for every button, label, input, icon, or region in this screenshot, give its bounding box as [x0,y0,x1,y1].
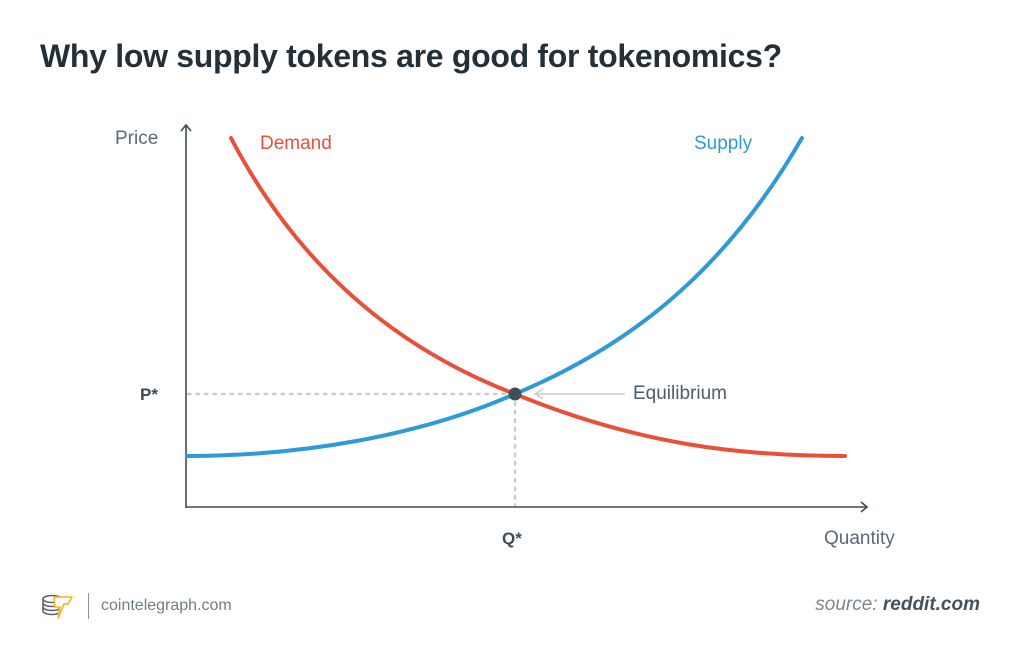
x-axis-label: Quantity [824,528,895,549]
cointelegraph-coins-bolt-icon [42,594,73,619]
y-axis-label: Price [115,128,159,149]
y-axis-arrow-icon [180,123,192,132]
x-axis-arrow-icon [860,501,869,513]
p-star-label: P* [140,385,158,404]
footer-site-name: cointelegraph.com [101,597,232,614]
equilibrium-label: Equilibrium [633,383,727,404]
source-credit: source: reddit.com [815,594,980,616]
y-axis [180,123,192,508]
q-star-label: Q* [502,529,522,548]
source-prefix: source: [815,594,878,615]
x-axis [186,501,869,513]
chart-title: Why low supply tokens are good for token… [40,38,782,74]
footer-brand: cointelegraph.com [40,592,232,620]
supply-label: Supply [694,133,753,154]
demand-curve [229,136,847,458]
demand-label: Demand [260,133,332,154]
source-name: reddit.com [882,594,980,615]
equilibrium-arrow-icon [533,388,544,400]
footer-divider [88,593,89,619]
supply-curve [185,136,804,458]
equilibrium-point [508,387,522,401]
